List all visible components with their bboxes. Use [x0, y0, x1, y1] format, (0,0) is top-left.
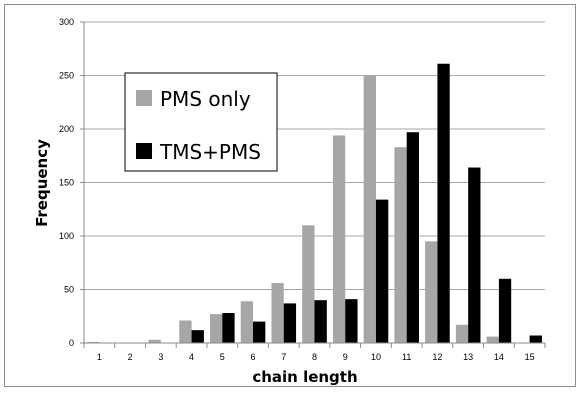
- y-tick-label: 250: [59, 71, 74, 81]
- bar: [345, 299, 358, 343]
- bar: [406, 132, 419, 343]
- bar: [283, 303, 297, 343]
- bar: [455, 324, 469, 343]
- y-tick-label: 300: [59, 17, 74, 27]
- x-tick-label: 3: [158, 352, 163, 362]
- x-tick-label: 2: [128, 352, 133, 362]
- y-tick-label: 100: [59, 231, 74, 241]
- x-tick-label: 6: [251, 352, 256, 362]
- x-tick-label: 4: [189, 352, 194, 362]
- y-tick-labels: 0 50 100 150 200 250 300: [59, 17, 74, 348]
- bar: [394, 147, 407, 343]
- bar: [498, 278, 512, 343]
- y-tick-label: 200: [59, 124, 74, 134]
- legend-swatch-tms-pms: [136, 143, 152, 159]
- bar: [363, 75, 376, 343]
- bar: [87, 341, 100, 343]
- bar: [210, 314, 223, 343]
- x-tick-label: 9: [343, 352, 348, 362]
- x-tick-label: 7: [281, 352, 286, 362]
- bar: [191, 330, 204, 343]
- x-tick-label: 8: [312, 352, 317, 362]
- bar: [468, 167, 481, 343]
- x-tick-label: 12: [432, 352, 442, 362]
- x-tick-labels: 1 2 3 4 5 6 7 8 9 10 11 12 13 14 15: [97, 352, 535, 362]
- bar: [529, 335, 542, 343]
- bar: [437, 63, 450, 343]
- x-tick-label: 14: [494, 352, 504, 362]
- bar: [486, 336, 499, 343]
- y-tick-label: 0: [69, 338, 74, 348]
- x-tick-label: 15: [525, 352, 535, 362]
- x-tick-label: 10: [371, 352, 381, 362]
- bar: [179, 320, 192, 343]
- bar: [302, 225, 315, 343]
- bar: [240, 301, 254, 343]
- bars: [87, 63, 542, 343]
- x-tick-label: 13: [463, 352, 473, 362]
- x-axis-title: chain length: [252, 368, 357, 386]
- y-tick-label: 50: [64, 285, 74, 295]
- bar: [222, 313, 235, 343]
- legend-label-pms-only: PMS only: [160, 87, 251, 111]
- axes: [80, 21, 546, 348]
- y-tick-label: 150: [59, 178, 74, 188]
- bar: [375, 199, 389, 343]
- legend-label-tms-pms: TMS+PMS: [159, 140, 261, 164]
- bar: [271, 283, 284, 343]
- bar: [314, 300, 327, 343]
- y-axis-title: Frequency: [33, 139, 51, 227]
- legend-swatch-pms-only: [136, 90, 152, 106]
- x-tick-label: 5: [220, 352, 225, 362]
- bar: [425, 241, 438, 343]
- x-tick-label: 11: [402, 352, 411, 362]
- bar: [332, 135, 346, 343]
- bar: [253, 321, 266, 343]
- legend: PMS only TMS+PMS: [124, 72, 278, 172]
- bar: [148, 339, 161, 343]
- x-tick-label: 1: [97, 352, 102, 362]
